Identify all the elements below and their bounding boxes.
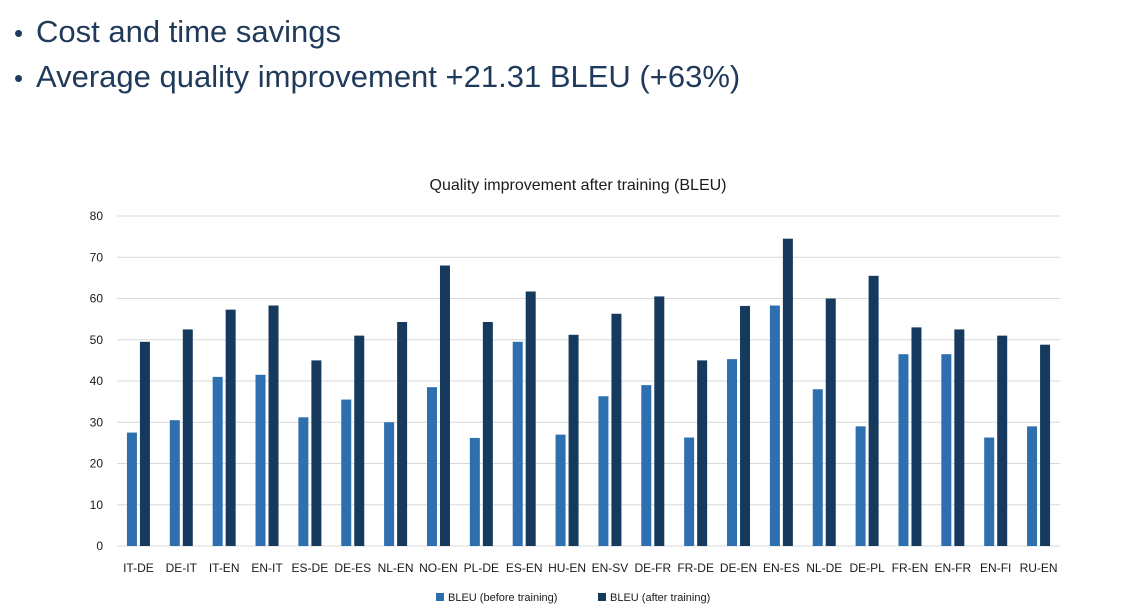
bar-after-training xyxy=(825,298,836,546)
bar-before-training xyxy=(469,437,480,546)
bullet-dot: • xyxy=(14,63,24,93)
bar-before-training xyxy=(684,437,695,546)
x-tick-label: DE-IT xyxy=(166,561,198,575)
bar-before-training xyxy=(812,389,823,546)
bullet-text: Average quality improvement +21.31 BLEU … xyxy=(36,59,741,94)
bar-before-training xyxy=(555,434,566,546)
bar-before-training xyxy=(384,422,395,546)
bar-after-training xyxy=(1040,344,1051,546)
legend-swatch-after xyxy=(598,593,606,601)
bar-before-training xyxy=(1027,426,1038,546)
y-tick-label: 20 xyxy=(90,457,104,471)
y-tick-label: 30 xyxy=(90,415,104,429)
bar-before-training xyxy=(512,341,523,546)
legend-label-before: BLEU (before training) xyxy=(448,592,557,604)
bar-before-training xyxy=(727,359,738,546)
bullet-item: • Average quality improvement +21.31 BLEU… xyxy=(14,55,740,100)
x-tick-label: FR-EN xyxy=(892,561,929,575)
bar-after-training xyxy=(654,296,665,546)
x-tick-label: DE-PL xyxy=(849,561,885,575)
bar-after-training xyxy=(182,329,193,546)
x-tick-label: PL-DE xyxy=(464,561,499,575)
y-tick-label: 0 xyxy=(96,539,103,553)
legend-label-after: BLEU (after training) xyxy=(610,592,710,604)
x-tick-label: IT-EN xyxy=(209,561,240,575)
bar-after-training xyxy=(482,322,493,546)
bar-after-training xyxy=(697,360,708,546)
x-tick-label: DE-EN xyxy=(720,561,757,575)
bar-after-training xyxy=(782,238,793,546)
x-axis-ticks: IT-DE DE-IT IT-EN EN-IT ES-DE DE-ES NL-EN NO-EN… xyxy=(123,561,1057,575)
bar-after-training xyxy=(525,291,536,546)
bar-before-training xyxy=(298,417,309,546)
y-tick-label: 10 xyxy=(90,498,104,512)
legend-swatch-before xyxy=(436,593,444,601)
x-tick-label: EN-FR xyxy=(935,561,972,575)
bar-after-training xyxy=(997,335,1008,546)
bar-before-training xyxy=(341,399,352,546)
bar-before-training xyxy=(898,354,909,546)
bar-before-training xyxy=(126,432,137,546)
bar-before-training xyxy=(212,376,223,546)
bar-before-training xyxy=(941,354,952,546)
bullet-item: • Cost and time savings xyxy=(14,10,740,55)
bar-before-training xyxy=(855,426,866,546)
bar-after-training xyxy=(439,265,450,546)
legend: BLEU (before training) BLEU (after traini… xyxy=(436,592,710,604)
bar-after-training xyxy=(268,305,279,546)
y-axis-ticks: 0 10 20 30 40 50 60 70 80 xyxy=(90,209,104,553)
x-tick-label: FR-DE xyxy=(677,561,714,575)
x-tick-label: NO-EN xyxy=(419,561,458,575)
x-tick-label: IT-DE xyxy=(123,561,154,575)
bar-after-training xyxy=(397,322,408,546)
x-tick-label: EN-SV xyxy=(592,561,629,575)
bars xyxy=(126,238,1051,546)
x-tick-label: ES-DE xyxy=(292,561,329,575)
x-tick-label: ES-EN xyxy=(506,561,543,575)
x-tick-label: EN-IT xyxy=(251,561,283,575)
bar-before-training xyxy=(426,387,437,546)
x-tick-label: DE-FR xyxy=(634,561,671,575)
x-tick-label: HU-EN xyxy=(548,561,586,575)
bar-after-training xyxy=(225,309,236,546)
bullet-text: Cost and time savings xyxy=(36,14,341,49)
bar-after-training xyxy=(611,313,622,546)
bar-before-training xyxy=(598,396,609,546)
x-tick-label: NL-EN xyxy=(378,561,414,575)
y-tick-label: 80 xyxy=(90,209,104,223)
bar-after-training xyxy=(568,334,579,546)
bar-before-training xyxy=(255,374,266,546)
x-tick-label: EN-FI xyxy=(980,561,1011,575)
bar-before-training xyxy=(769,305,780,546)
x-tick-label: NL-DE xyxy=(806,561,842,575)
bar-after-training xyxy=(868,275,879,546)
bullet-dot: • xyxy=(14,18,24,48)
bar-after-training xyxy=(740,305,751,546)
x-tick-label: RU-EN xyxy=(1020,561,1058,575)
y-tick-label: 40 xyxy=(90,374,104,388)
y-tick-label: 60 xyxy=(90,292,104,306)
bar-after-training xyxy=(954,329,965,546)
y-tick-label: 50 xyxy=(90,333,104,347)
chart-title: Quality improvement after training (BLEU… xyxy=(430,177,727,194)
bar-after-training xyxy=(911,327,922,546)
bullet-list: • Cost and time savings • Average quality … xyxy=(14,10,740,100)
bar-after-training xyxy=(311,360,322,546)
x-tick-label: DE-ES xyxy=(334,561,371,575)
bar-after-training xyxy=(354,335,365,546)
bar-before-training xyxy=(169,420,180,546)
y-tick-label: 70 xyxy=(90,250,104,264)
bar-before-training xyxy=(641,385,652,546)
bar-before-training xyxy=(984,437,995,546)
x-tick-label: EN-ES xyxy=(763,561,800,575)
bar-after-training xyxy=(139,341,150,546)
